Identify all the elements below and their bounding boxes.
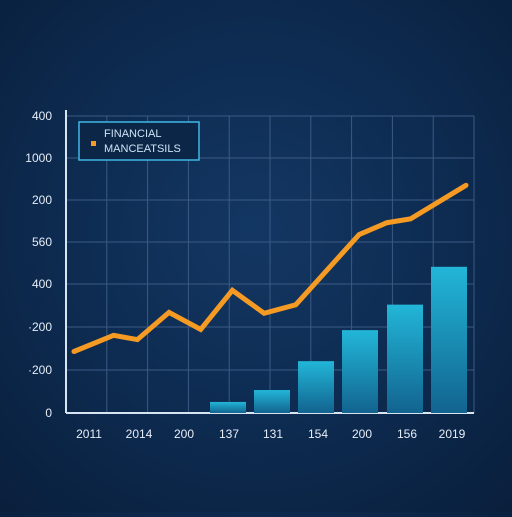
y-tick-label: ·200: [28, 363, 52, 377]
y-tick-label: 400: [32, 109, 52, 123]
x-tick-label: 2019: [439, 427, 466, 441]
y-tick-label: 0: [45, 406, 52, 420]
bar: [210, 402, 246, 413]
bar: [298, 361, 334, 413]
x-tick-label: 200: [352, 427, 372, 441]
y-tick-label: 200: [32, 193, 52, 207]
x-tick-label: 131: [263, 427, 283, 441]
x-tick-label: 154: [308, 427, 328, 441]
y-tick-label: 400: [32, 277, 52, 291]
x-tick-label: 2011: [76, 427, 102, 441]
x-tick-label: 2014: [126, 427, 153, 441]
x-tick-label: 137: [219, 427, 239, 441]
bar: [387, 305, 423, 413]
y-tick-label: 560: [32, 235, 52, 249]
legend-label-line2: MANCEATSILS: [104, 143, 181, 155]
bar: [254, 390, 290, 413]
legend-label-line1: FINANCIAL: [104, 128, 161, 140]
x-tick-labels: 2011 2014 200 137 131 154 200 156 2019: [76, 427, 466, 441]
bar-series: [210, 267, 467, 413]
y-tick-label: 1000: [25, 151, 52, 165]
y-tick-label: ·200: [28, 320, 52, 334]
legend-swatch: [91, 141, 96, 146]
x-tick-label: 156: [397, 427, 417, 441]
y-tick-labels: 400 1000 200 560 400 ·200 ·200 0: [25, 109, 52, 420]
bar: [431, 267, 467, 413]
chart-legend: FINANCIAL MANCEATSILS: [79, 122, 199, 160]
bar: [342, 330, 378, 413]
x-tick-label: 200: [174, 427, 194, 441]
